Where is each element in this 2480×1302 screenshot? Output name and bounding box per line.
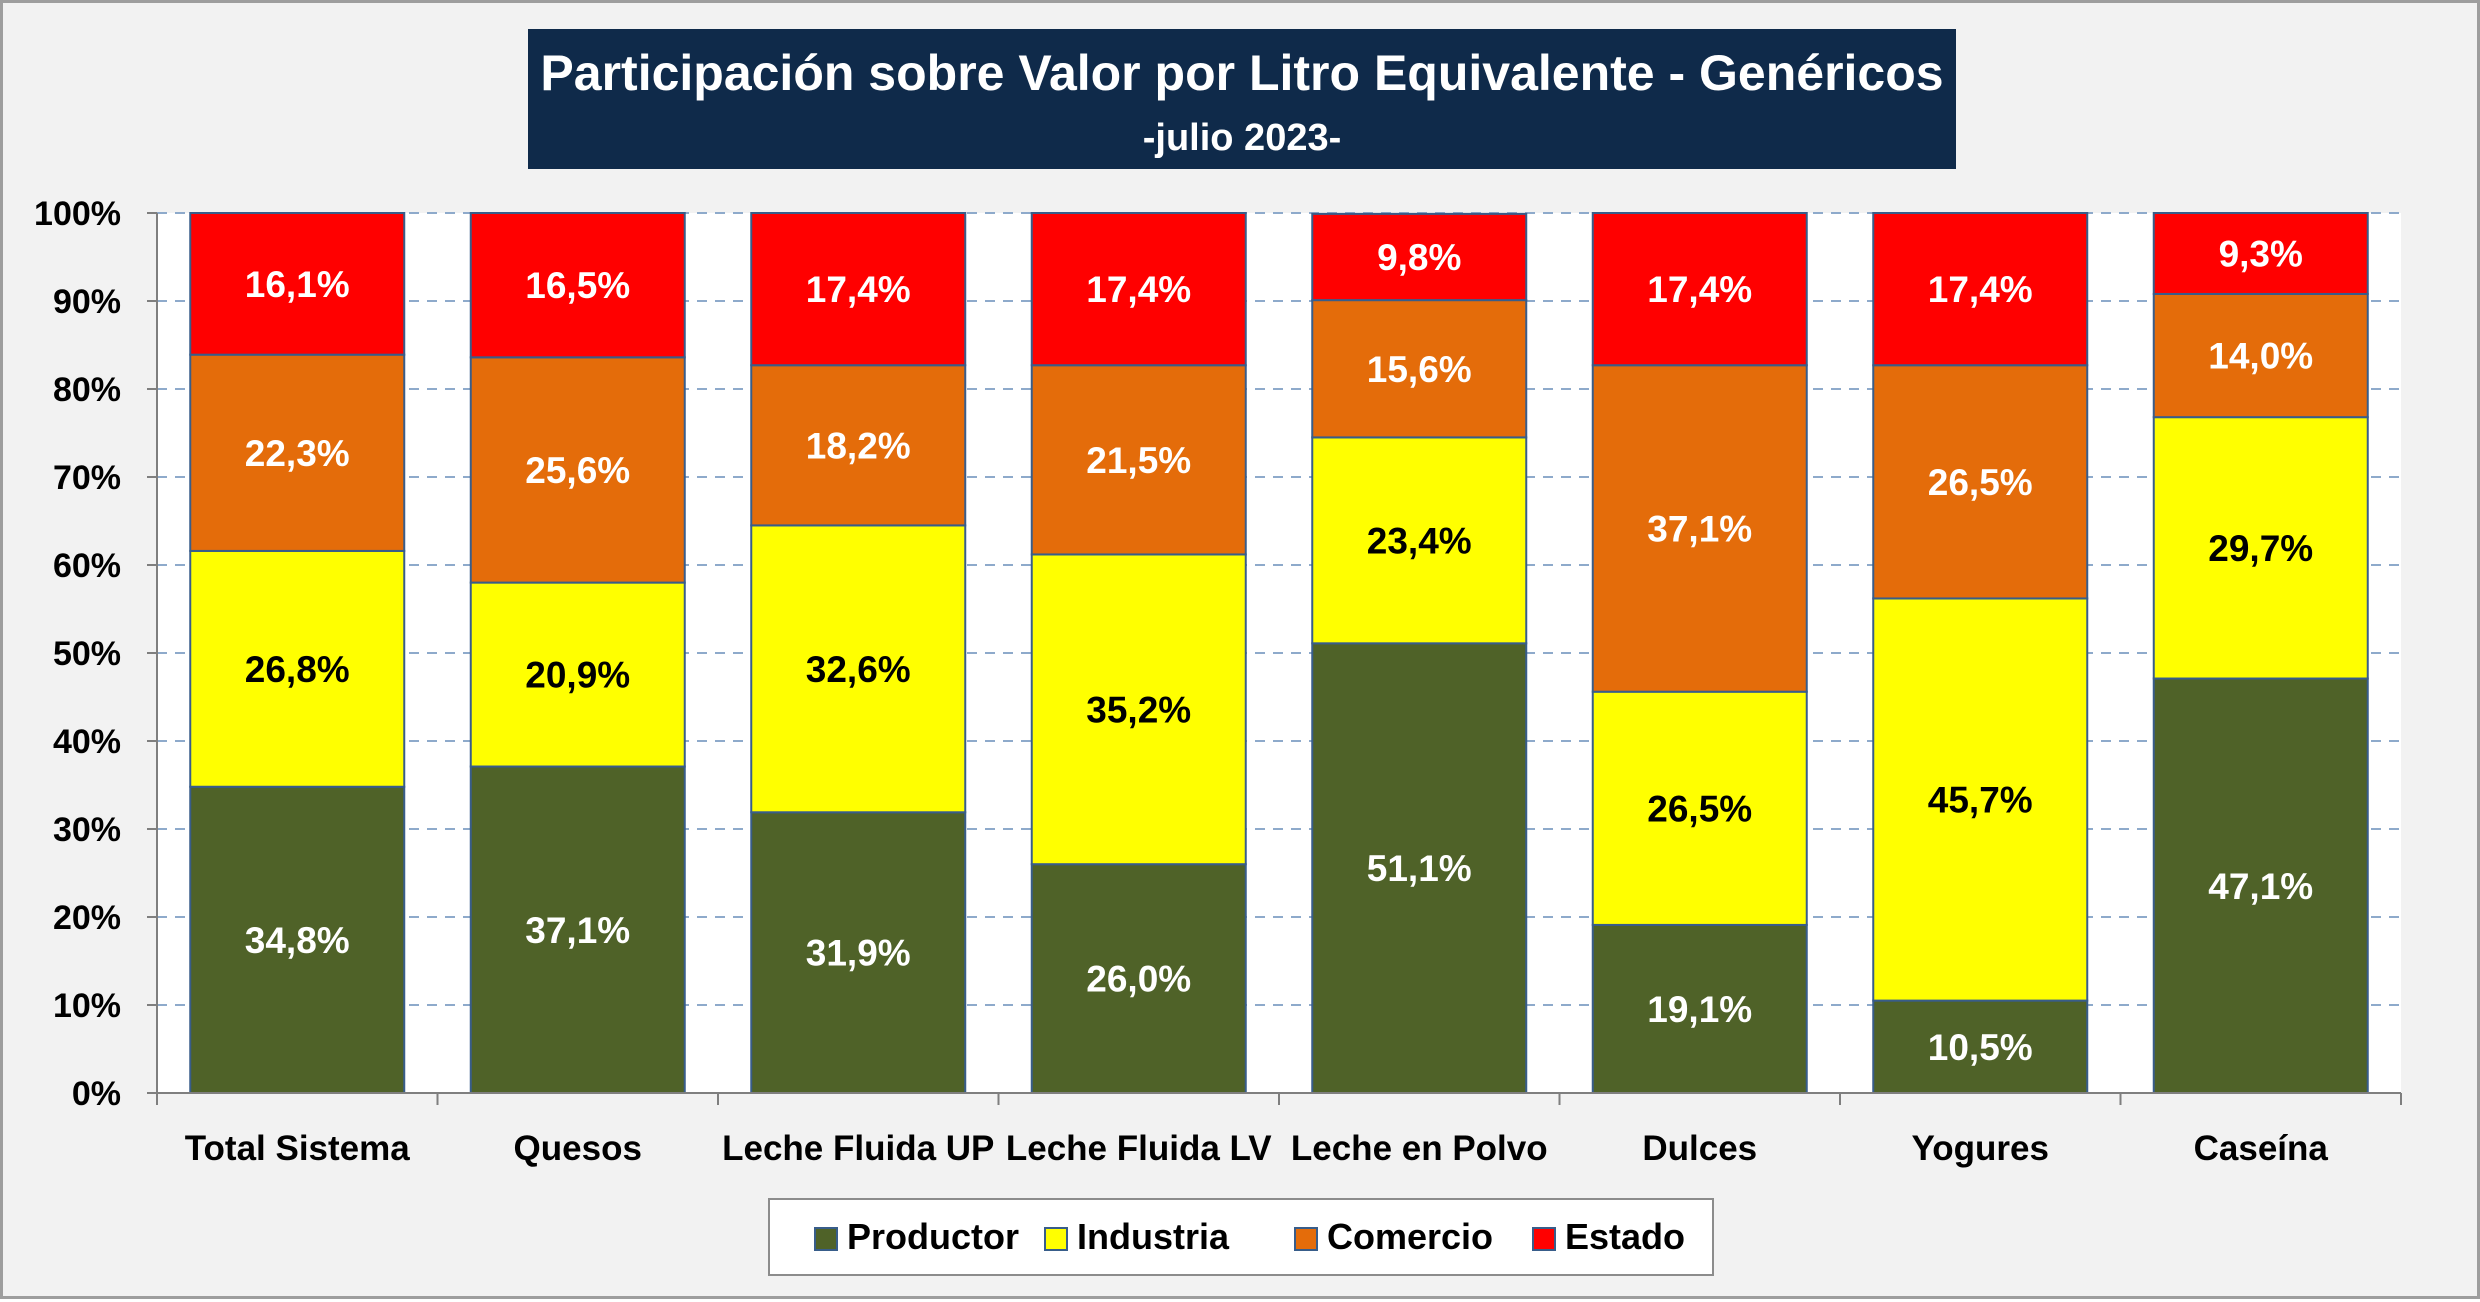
bar-segment-productor	[1872, 999, 2089, 1094]
legend-swatch	[1294, 1227, 1318, 1251]
data-label: 47,1%	[2208, 866, 2313, 907]
y-tick-label: 30%	[53, 811, 121, 849]
bar-segment-comercio	[1591, 364, 1808, 693]
data-label: 9,8%	[1377, 237, 1461, 278]
data-label: 16,1%	[245, 264, 350, 305]
bar-segment-comercio	[1311, 299, 1528, 439]
x-tick-label: Leche en Polvo	[1291, 1129, 1548, 1168]
data-label: 17,4%	[1647, 269, 1752, 310]
data-label: 37,1%	[525, 910, 630, 951]
x-tick-label: Yogures	[1912, 1129, 2049, 1168]
stacked-bar-chart: Participación sobre Valor por Litro Equi…	[34, 29, 2402, 1276]
data-label: 25,6%	[525, 450, 630, 491]
bar-segment-estado	[2152, 212, 2369, 295]
bar-segment-estado	[1311, 212, 1528, 302]
data-label: 51,1%	[1367, 848, 1472, 889]
bar-segment-estado	[1872, 212, 2089, 367]
data-label: 26,5%	[1647, 788, 1752, 829]
data-label: 10,5%	[1928, 1027, 2033, 1068]
bar-segment-industria	[189, 549, 406, 788]
x-tick-label: Leche Fluida UP	[722, 1129, 994, 1168]
bar-segment-estado	[1591, 212, 1808, 367]
bar-segment-comercio	[1872, 364, 2089, 600]
data-label: 45,7%	[1928, 780, 2033, 821]
data-label: 20,9%	[525, 655, 630, 696]
y-tick-label: 50%	[53, 635, 121, 673]
data-label: 32,6%	[806, 649, 911, 690]
data-label: 26,5%	[1928, 462, 2033, 503]
x-tick-label: Caseína	[2194, 1129, 2329, 1168]
data-label: 35,2%	[1086, 689, 1191, 730]
data-label: 16,5%	[525, 265, 630, 306]
title-box: Participación sobre Valor por Litro Equi…	[528, 29, 1956, 169]
y-tick-label: 70%	[53, 459, 121, 497]
data-label: 34,8%	[245, 920, 350, 961]
bar-segment-estado	[189, 212, 406, 356]
legend-swatch	[1532, 1227, 1556, 1251]
data-label: 37,1%	[1647, 508, 1752, 549]
bar-segment-productor	[2152, 677, 2369, 1095]
bar-segment-productor	[1030, 863, 1247, 1095]
data-label: 9,3%	[2219, 233, 2303, 274]
legend-swatch	[1044, 1227, 1068, 1251]
y-tick-label: 10%	[53, 987, 121, 1025]
x-tick-label: Quesos	[514, 1129, 642, 1168]
data-label: 17,4%	[1928, 269, 2033, 310]
bar-segment-comercio	[469, 356, 686, 584]
y-tick-label: 100%	[34, 195, 121, 233]
legend: Productor Industria Comercio Estado	[768, 1198, 1714, 1276]
x-tick-label: Total Sistema	[185, 1129, 411, 1168]
x-tick-label: Dulces	[1642, 1129, 1757, 1168]
x-tick-label: Leche Fluida LV	[1006, 1129, 1272, 1168]
bar-segment-estado	[469, 212, 686, 359]
bar-segment-estado	[1030, 212, 1247, 367]
data-label: 22,3%	[245, 433, 350, 474]
bar-segment-comercio	[1030, 364, 1247, 556]
gridlines	[157, 212, 2401, 1006]
bar-segment-comercio	[189, 353, 406, 552]
bar-segment-industria	[469, 581, 686, 768]
data-label: 14,0%	[2208, 336, 2313, 377]
bar-segment-productor	[1311, 642, 1528, 1094]
data-label: 31,9%	[806, 933, 911, 974]
y-tick-label: 0%	[72, 1075, 121, 1113]
y-tick-label: 80%	[53, 371, 121, 409]
bar-segment-productor	[1591, 923, 1808, 1094]
axes: 0% 10% 20% 30% 40% 50% 60% 70% 80% 90% 100% Total S…	[34, 195, 2402, 1168]
legend-swatch	[814, 1227, 838, 1251]
data-label: 21,5%	[1086, 440, 1191, 481]
bar-segment-industria	[1872, 597, 2089, 1002]
data-label: 17,4%	[1086, 269, 1191, 310]
data-label: 17,4%	[806, 269, 911, 310]
bar-segment-productor	[469, 765, 686, 1095]
y-tick-label: 20%	[53, 899, 121, 937]
legend-label: Estado	[1565, 1216, 1685, 1257]
legend-label: Comercio	[1327, 1216, 1493, 1257]
bar-segment-comercio	[2152, 292, 2369, 419]
y-tick-label: 40%	[53, 723, 121, 761]
data-label: 29,7%	[2208, 528, 2313, 569]
legend-label: Productor	[847, 1216, 1019, 1257]
data-label: 18,2%	[806, 425, 911, 466]
y-tick-label: 60%	[53, 547, 121, 585]
bar-segment-estado	[750, 212, 967, 367]
bar-segment-industria	[750, 524, 967, 814]
bar-segment-industria	[1030, 553, 1247, 866]
bar-segment-comercio	[750, 364, 967, 527]
bar-segment-productor	[750, 811, 967, 1095]
chart-title: Participación sobre Valor por Litro Equi…	[540, 45, 1943, 101]
data-label: 19,1%	[1647, 989, 1752, 1030]
data-label: 23,4%	[1367, 520, 1472, 561]
data-label: 26,0%	[1086, 959, 1191, 1000]
bars: 34,8% 26,8% 22,3% 16,1% 37,1% 20,9% 25,6% 16,5%…	[189, 212, 2369, 1095]
y-tick-label: 90%	[53, 283, 121, 321]
legend-label: Industria	[1077, 1216, 1230, 1257]
data-label: 26,8%	[245, 649, 350, 690]
data-label: 15,6%	[1367, 349, 1472, 390]
bar-segment-industria	[1591, 690, 1808, 926]
chart-subtitle: -julio 2023-	[1143, 117, 1342, 159]
